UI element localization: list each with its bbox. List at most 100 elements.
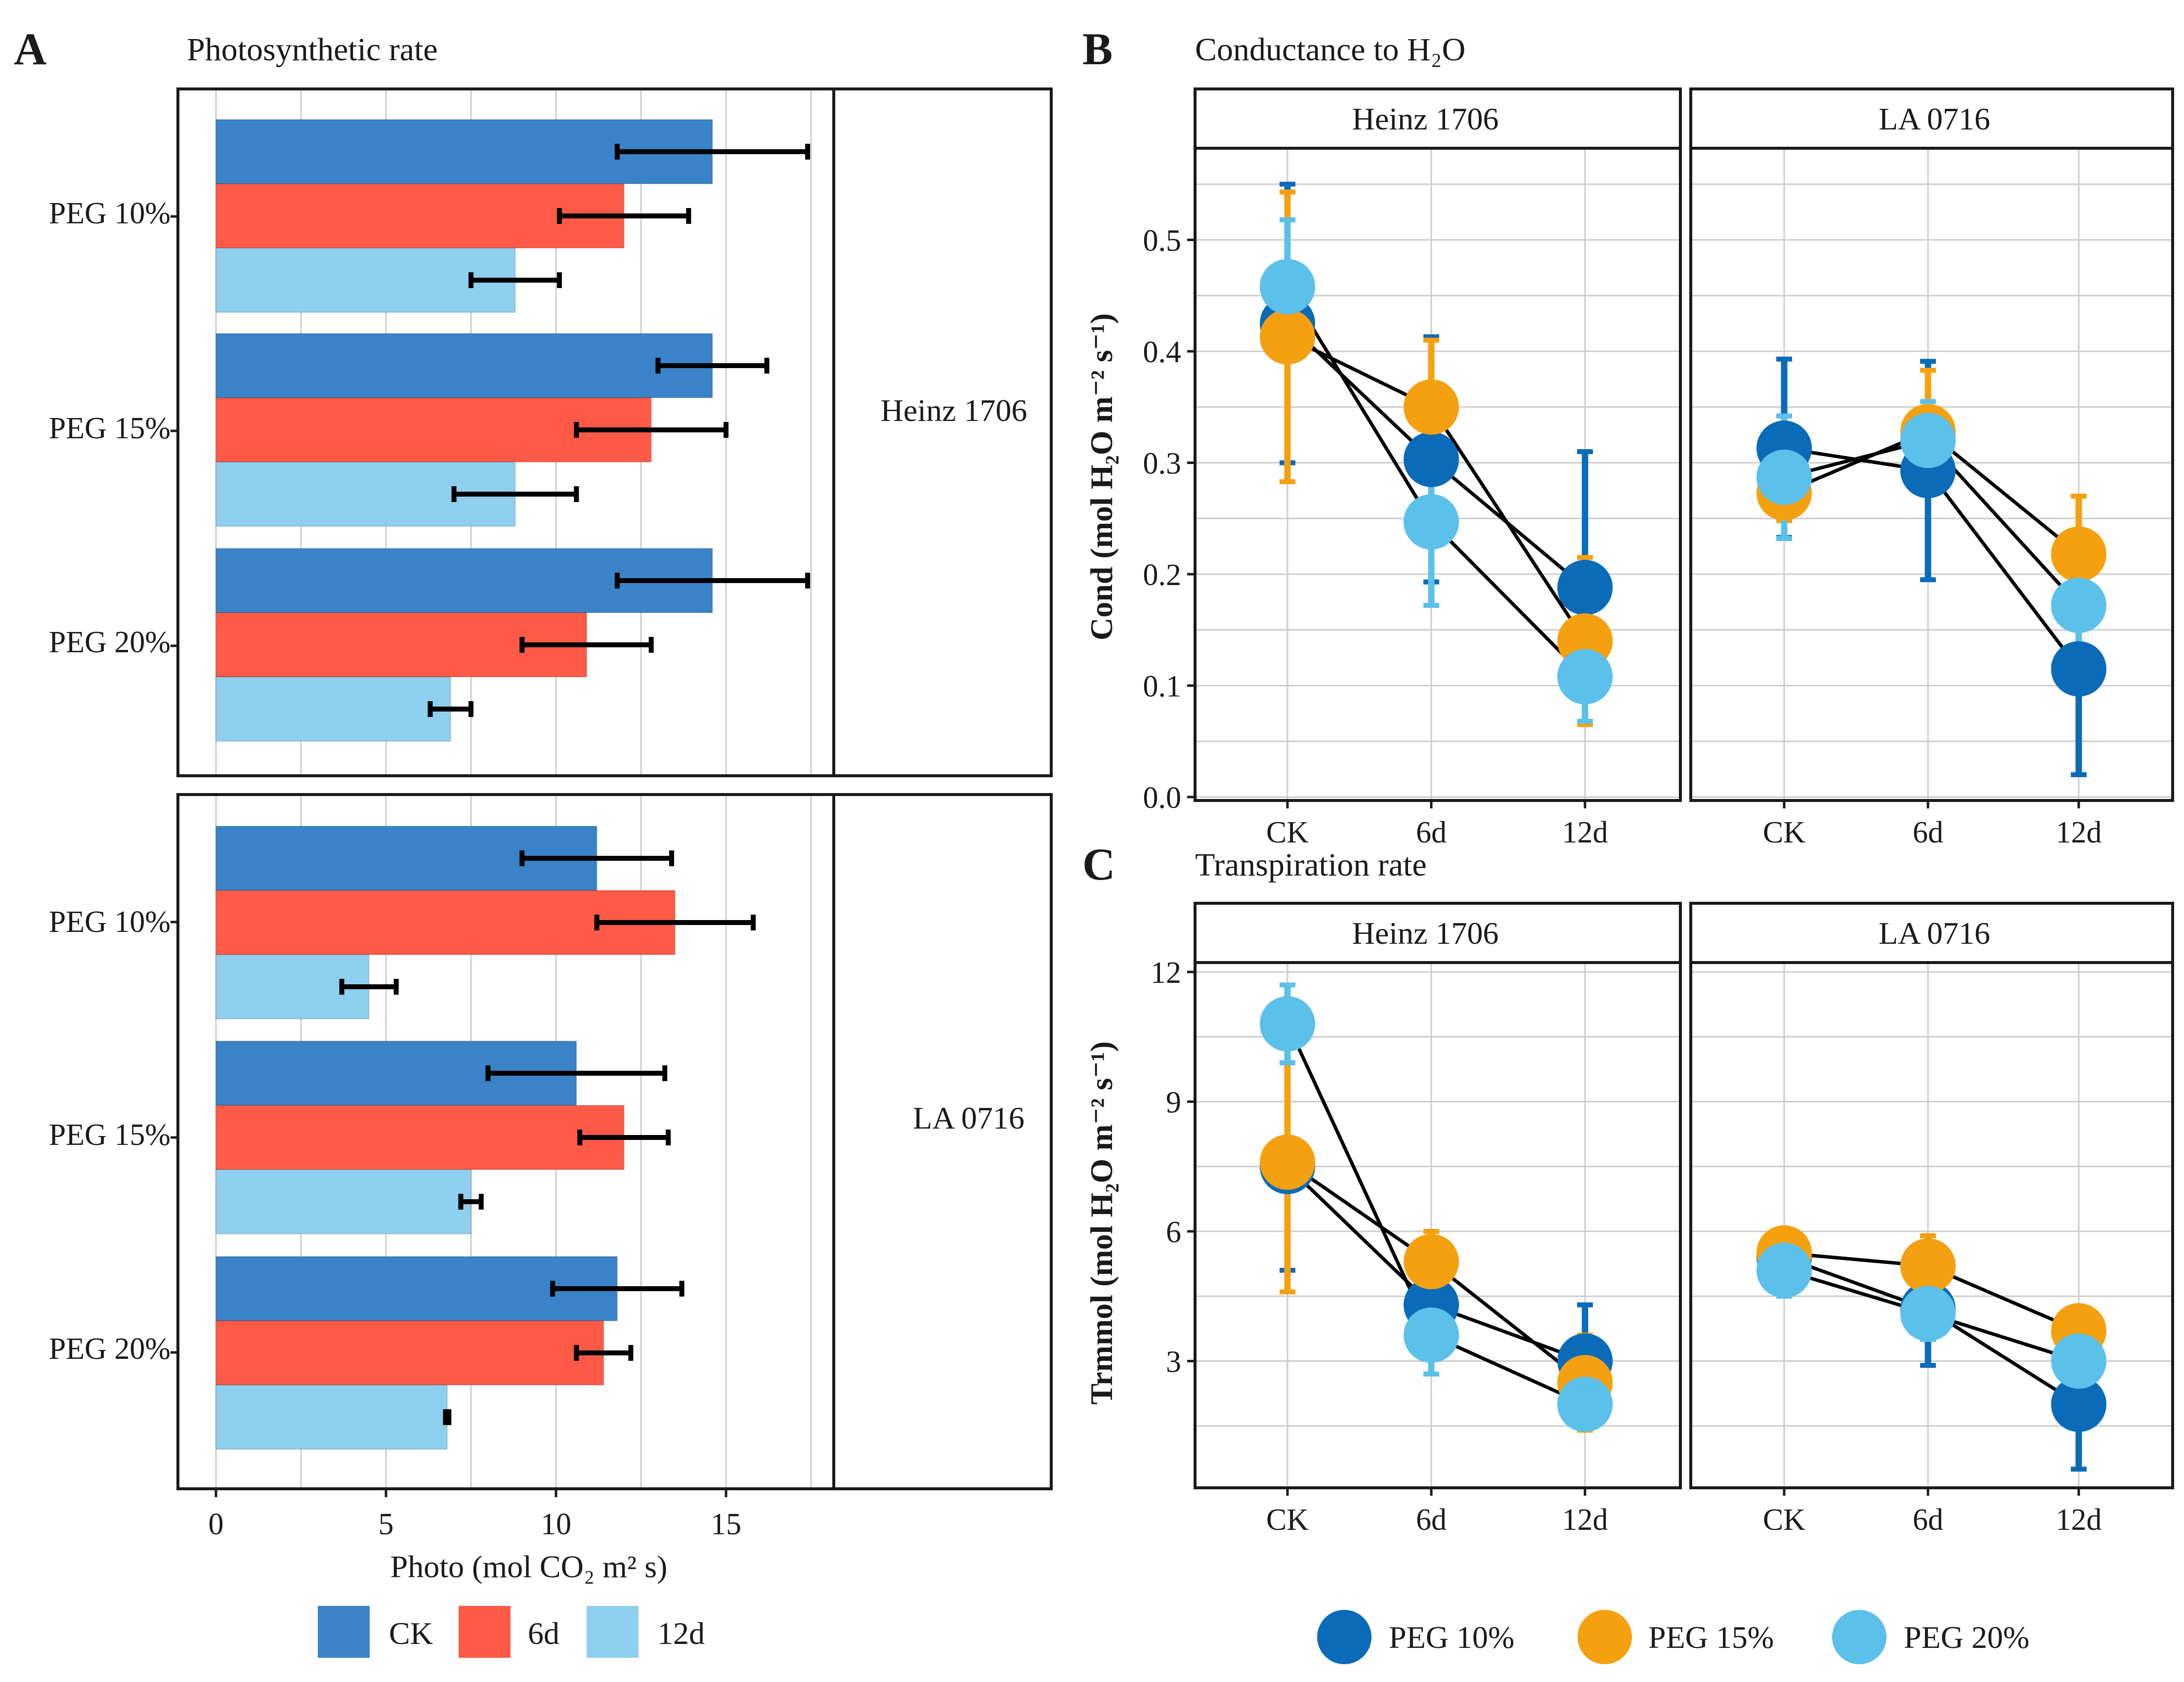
bar-12d [215, 248, 516, 313]
category-label: PEG 15% [49, 412, 171, 445]
point-peg-10 [2051, 641, 2106, 697]
panel-c-y-axis-title: Trmmol (mol H₂O m⁻² s⁻¹) [1084, 1041, 1119, 1404]
y-tick-label: 6 [1166, 1216, 1181, 1249]
point-peg-10 [1404, 431, 1459, 487]
panel-c-right-frame [1689, 961, 2174, 1489]
panel-c-strip-heinz: Heinz 1706 [1352, 916, 1499, 951]
point-peg-20 [1756, 449, 1812, 505]
legend-marker-peg20 [1832, 1610, 1886, 1664]
x-tick-label: 12d [1562, 816, 1608, 849]
y-tick-label: 3 [1166, 1346, 1181, 1379]
panel-bc-legend: PEG 10% PEG 15% PEG 20% [1317, 1610, 2029, 1664]
legend-marker-peg15 [1578, 1610, 1632, 1664]
panel-letter-b: B [1082, 24, 1113, 74]
panel-a-category-labels: PEG 10% PEG 15% PEG 20% PEG 10% PEG 15% … [49, 197, 171, 1366]
panel-a-title: Photosynthetic rate [187, 32, 438, 68]
point-peg-20 [1557, 649, 1613, 705]
panel-letter-c: C [1082, 839, 1115, 889]
point-peg-20 [1260, 259, 1315, 315]
y-tick-label: 0.2 [1143, 558, 1182, 592]
point-peg-20 [1900, 413, 1956, 468]
panel-b-y-axis-title: Cond (mol H₂O m⁻² s⁻¹) [1084, 313, 1119, 640]
point-peg-20 [1404, 1307, 1459, 1363]
panel-a-bottom-strip [832, 793, 1053, 1490]
point-peg-15 [1404, 379, 1459, 435]
x-tick-label: 6d [1416, 1503, 1447, 1537]
panel-a-top-strip [832, 87, 1053, 777]
point-peg-15 [1404, 1234, 1459, 1290]
y-tick-label: 0.1 [1143, 670, 1182, 704]
bar-12d [215, 1169, 471, 1234]
category-label: PEG 10% [49, 197, 171, 230]
panel-b-title: Conductance to H₂O [1195, 32, 1465, 68]
point-peg-15 [1900, 1238, 1956, 1294]
panel-a-strip-la: LA 0716 [913, 1100, 1025, 1135]
x-tick-label: 15 [711, 1508, 741, 1541]
x-tick-label: 12d [2056, 1503, 2102, 1537]
panel-b-strip-la: LA 0716 [1879, 101, 1990, 136]
panel-a-x-axis-title: Photo (mol CO₂ m² s) [390, 1549, 668, 1584]
legend-marker-peg10 [1317, 1610, 1371, 1664]
point-peg-15 [1260, 1135, 1315, 1190]
x-tick-label: 6d [1913, 816, 1943, 849]
bar-12d [215, 1385, 448, 1450]
panel-b-left-frame [1194, 147, 1682, 802]
x-tick-label: CK [1763, 1503, 1805, 1537]
x-tick-label: 5 [379, 1508, 394, 1541]
x-tick-label: 6d [1913, 1503, 1943, 1537]
point-peg-20 [1260, 996, 1315, 1051]
legend-label-ck: CK [389, 1616, 433, 1651]
legend-swatch-ck [318, 1606, 370, 1658]
bar-6d [215, 1105, 625, 1170]
point-peg-20 [1900, 1286, 1956, 1342]
x-tick-label: 0 [209, 1508, 224, 1541]
point-peg-10 [1557, 560, 1613, 616]
legend-label-peg15: PEG 15% [1648, 1620, 1774, 1655]
y-tick-label: 0.5 [1143, 224, 1182, 258]
panel-a-strip-heinz: Heinz 1706 [881, 393, 1028, 428]
panel-b-plot: 0.0 0.1 0.2 0.3 0.4 0.5 CK 6d 12d CK 6d 12d [1143, 148, 2173, 849]
bar-12d [215, 954, 370, 1019]
x-tick-label: 12d [1562, 1503, 1608, 1537]
x-tick-label: 12d [2056, 816, 2102, 849]
panel-c-title: Transpiration rate [1195, 847, 1427, 883]
x-tick-label: 6d [1416, 816, 1447, 849]
x-tick-label: 10 [541, 1508, 571, 1541]
category-label: PEG 20% [49, 1332, 171, 1366]
panel-a-bars [215, 119, 811, 1450]
point-peg-15 [1260, 309, 1315, 365]
point-peg-20 [1756, 1242, 1812, 1298]
panel-letter-a: A [14, 24, 46, 74]
bar-6d [215, 1320, 604, 1386]
point-peg-20 [2051, 1333, 2106, 1389]
legend-swatch-6d [459, 1606, 511, 1658]
panel-a-legend: CK 6d 12d [318, 1606, 705, 1658]
category-label: PEG 10% [49, 905, 171, 939]
y-tick-label: 0.0 [1143, 781, 1182, 815]
panel-a-x-axis: 0 5 10 15 [209, 1489, 741, 1541]
point-peg-20 [2051, 578, 2106, 633]
category-label: PEG 20% [49, 626, 171, 659]
bar-ck [215, 333, 713, 398]
x-tick-label: CK [1266, 1503, 1309, 1537]
legend-label-peg10: PEG 10% [1389, 1620, 1514, 1655]
y-tick-label: 12 [1151, 956, 1181, 990]
y-tick-label: 0.4 [1143, 336, 1182, 369]
y-tick-label: 0.3 [1143, 447, 1182, 481]
y-tick-label: 9 [1166, 1086, 1181, 1120]
category-label: PEG 15% [49, 1118, 171, 1152]
legend-label-6d: 6d [528, 1616, 559, 1651]
panel-c-strip-la: LA 0716 [1879, 916, 1990, 951]
legend-swatch-12d [587, 1606, 639, 1658]
bar-12d [215, 676, 451, 742]
legend-label-peg20: PEG 20% [1904, 1620, 2029, 1655]
point-peg-15 [2051, 526, 2106, 582]
legend-label-12d: 12d [657, 1616, 705, 1651]
x-tick-label: CK [1266, 816, 1309, 849]
panel-c-left-frame [1194, 961, 1682, 1489]
point-peg-20 [1557, 1377, 1613, 1432]
point-peg-20 [1404, 494, 1459, 550]
point-peg-10 [2051, 1377, 2106, 1432]
